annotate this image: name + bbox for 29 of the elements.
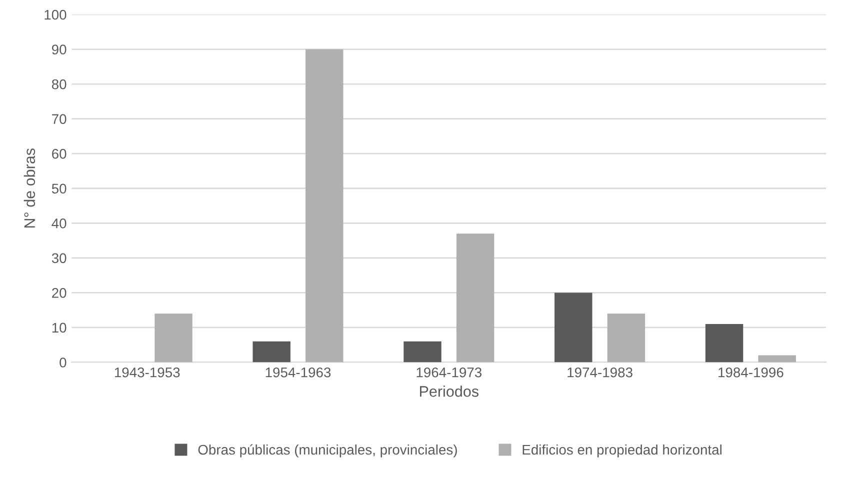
- y-tick-label: 60: [52, 148, 66, 159]
- x-tick-label: 1954-1963: [266, 367, 331, 378]
- legend-label: Obras públicas (municipales, provinciales): [198, 444, 457, 458]
- y-tick-label: 10: [52, 322, 66, 333]
- x-tick-label: 1943-1953: [114, 367, 180, 378]
- y-tick-label: 90: [52, 44, 66, 54]
- x-tick-label: 1984-1996: [718, 367, 784, 378]
- bar: [758, 355, 796, 362]
- y-tick-label: 50: [52, 184, 66, 194]
- y-tick-label: 80: [52, 79, 66, 90]
- bar: [252, 341, 290, 362]
- bar: [306, 49, 344, 362]
- y-tick-label: 0: [60, 358, 66, 368]
- y-tick-label: 30: [52, 253, 66, 264]
- x-axis-title: Periodos: [420, 386, 478, 397]
- bar: [607, 314, 646, 362]
- y-tick-label: 20: [52, 288, 66, 298]
- x-tick-label: 1974-1983: [568, 367, 632, 378]
- y-tick-label: 70: [52, 114, 66, 124]
- legend-label: Edificios en propiedad horizontal: [522, 444, 722, 458]
- bar: [456, 234, 494, 362]
- bar: [554, 292, 592, 362]
- bar: [404, 341, 442, 362]
- bar: [705, 324, 744, 362]
- y-tick-label: 100: [44, 10, 66, 20]
- x-tick-label: 1964-1973: [416, 367, 482, 378]
- y-axis-title: N° de obras: [24, 148, 36, 228]
- y-tick-label: 40: [52, 218, 66, 228]
- bar: [154, 314, 192, 362]
